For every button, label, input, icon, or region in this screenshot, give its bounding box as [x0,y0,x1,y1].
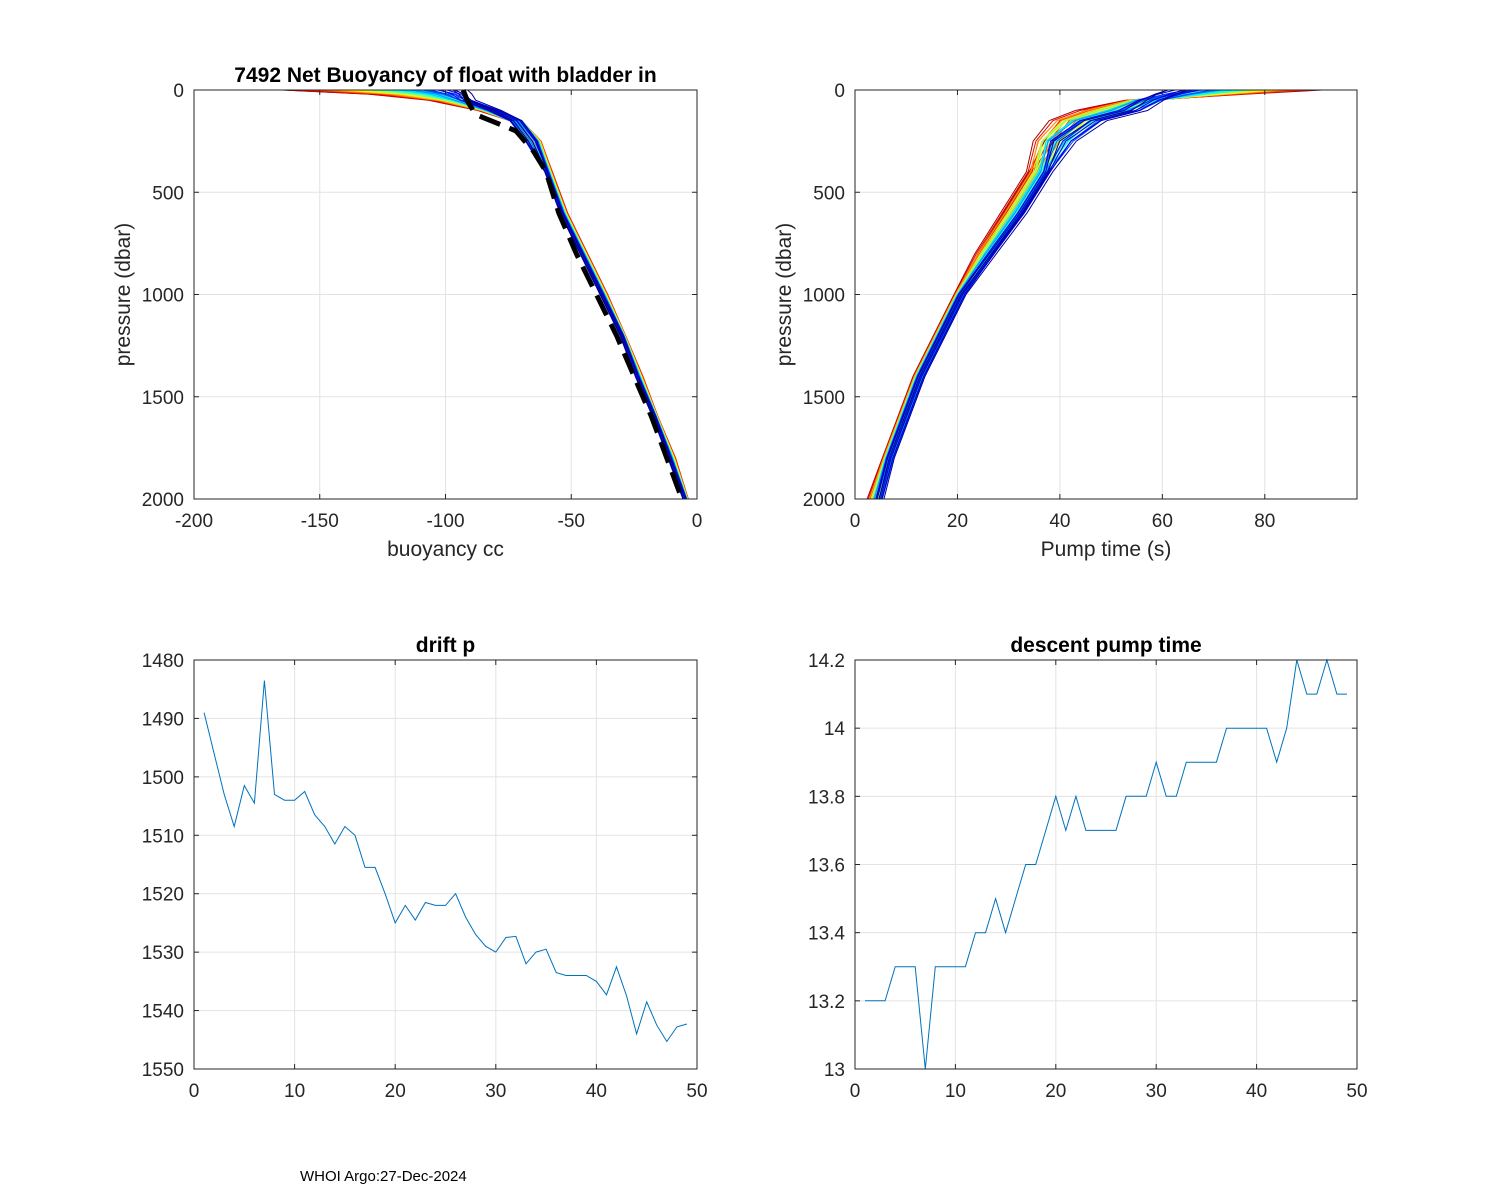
profile-series-line [875,89,1176,500]
x-tick-label: 40 [586,1081,607,1102]
x-tick-label: 40 [1049,511,1070,532]
x-tick-label: 0 [850,1081,861,1102]
y-tick-label: 1510 [142,826,184,847]
profile-series-line [871,89,1233,500]
y-tick-label: 2000 [803,490,845,511]
x-tick-label: 60 [1152,511,1173,532]
y-tick-label: 14 [824,719,846,740]
y-tick-label: 1550 [142,1060,184,1081]
x-tick-label: 10 [284,1081,305,1102]
x-tick-label: -50 [558,511,585,532]
chart-title: 7492 Net Buoyancy of float with bladder … [234,64,656,87]
y-tick-label: 13.6 [808,856,845,877]
profile-series-line [878,89,1168,500]
profile-series-line [878,89,1195,500]
x-tick-label: 30 [485,1081,506,1102]
y-tick-label: 1480 [142,651,184,672]
x-tick-label: -100 [426,511,464,532]
y-tick-label: 1500 [803,388,845,409]
x-tick-label: 0 [692,511,703,532]
y-tick-label: 13.2 [808,992,845,1013]
y-tick-label: 1520 [142,885,184,906]
x-tick-label: -150 [301,511,339,532]
y-tick-label: 1000 [142,286,184,307]
x-tick-label: 20 [1045,1081,1066,1102]
drift-pressure-chart: 0 10 20 30 40 50 1480 1490 1500 1510 1520 1530 1540 1… [142,634,708,1102]
profile-series-line [883,89,1188,500]
y-tick-label: 500 [152,183,184,204]
y-tick-label: 1530 [142,943,184,964]
y-tick-label: 13.4 [808,924,845,945]
series-line [865,658,1347,1070]
profile-series-line [866,89,1298,500]
series-line [203,680,688,1043]
y-tick-label: 13 [824,1060,845,1081]
x-tick-label: 20 [385,1081,406,1102]
y-tick-label: 13.8 [808,787,845,808]
x-tick-label: 80 [1254,511,1275,532]
plot-area [194,660,697,1069]
y-tick-label: 14.2 [808,651,845,672]
profile-series-line [869,89,1265,500]
x-tick-label: 0 [850,511,861,532]
y-tick-label: 2000 [142,490,184,511]
axes-frame [193,659,698,1070]
x-axis-label: buoyancy cc [387,538,504,561]
x-tick-label: 50 [1346,1081,1367,1102]
profile-series-line [876,89,1169,500]
profile-series-line [880,89,1184,500]
profile-series-line [873,89,1201,500]
y-tick-label: 0 [173,81,184,102]
y-tick-label: 1540 [142,1002,184,1023]
y-tick-label: 0 [834,81,845,102]
chart-title: descent pump time [1010,634,1201,657]
y-tick-label: 1500 [142,388,184,409]
y-tick-label: 1490 [142,709,184,730]
footer-text: WHOI Argo:27-Dec-2024 [300,1168,467,1185]
x-tick-label: 40 [1246,1081,1267,1102]
y-tick-label: 500 [813,183,845,204]
profile-series-line [881,89,1193,500]
x-tick-label: 0 [189,1081,200,1102]
chart-title: drift p [416,634,475,657]
x-tick-label: -200 [175,511,213,532]
profile-series-line [454,89,686,500]
buoyancy-profile-chart: -200 -150 -100 -50 0 0 500 1000 1500 2000 7492 Net… [112,64,702,561]
x-tick-label: 10 [945,1081,966,1102]
x-tick-label: 30 [1146,1081,1167,1102]
reference-dashed-line [460,89,685,500]
descent-pump-time-chart: 0 10 20 30 40 50 13 13.2 13.4 13.6 13.8 14 14.2 desce… [808,634,1368,1102]
y-axis-label: pressure (dbar) [773,223,796,367]
x-axis-label: Pump time (s) [1041,538,1172,561]
pump-time-profile-chart: 0 20 40 60 80 0 500 1000 1500 2000 Pump time (s) pr… [773,81,1358,561]
y-axis-label: pressure (dbar) [112,223,135,367]
y-tick-label: 1500 [142,768,184,789]
x-tick-label: 20 [947,511,968,532]
profile-series-line [467,89,687,500]
y-tick-label: 1000 [803,286,845,307]
x-tick-label: 50 [686,1081,707,1102]
